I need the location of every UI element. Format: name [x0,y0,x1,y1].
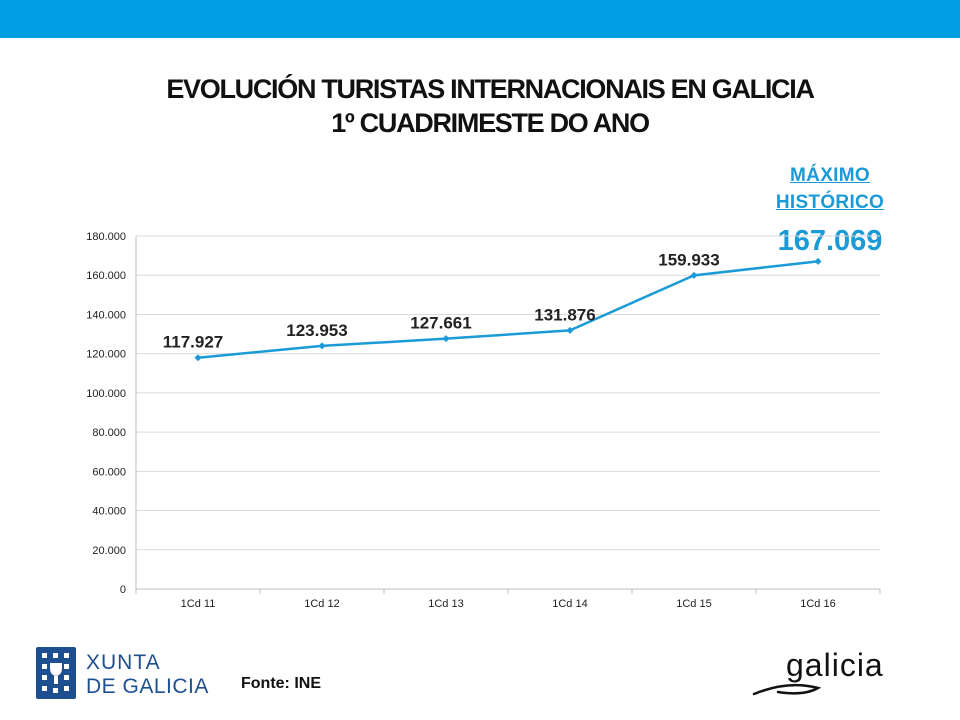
data-point [442,335,450,343]
y-tick-label: 100.000 [86,388,126,400]
data-point [194,354,202,362]
y-tick-label: 120.000 [86,349,126,361]
x-tick-label: 1Cd 11 [181,598,216,610]
y-tick-label: 180.000 [86,231,126,243]
y-tick-label: 0 [120,584,126,596]
y-tick-label: 160.000 [86,270,126,282]
data-label: 159.933 [658,250,719,269]
data-point [814,257,822,265]
xunta-de-galicia-logo: XUNTA DE GALICIA [36,647,209,699]
x-tick-label: 1Cd 13 [428,598,463,610]
xunta-logo-line-2: DE GALICIA [86,675,209,698]
y-tick-label: 20.000 [92,545,126,557]
y-tick-label: 80.000 [92,427,126,439]
data-label: 123.953 [286,321,347,340]
header-bar [0,0,960,38]
source-note: Fonte: INE [241,675,321,692]
data-label: 117.927 [163,333,224,352]
series-line [197,260,819,359]
data-point [566,326,574,334]
y-tick-label: 40.000 [92,506,126,518]
data-point [318,342,326,350]
page-title: EVOLUCIÓN TURISTAS INTERNACIONAIS EN GAL… [0,72,960,140]
max-historico-value: 167.069 [777,225,883,257]
galicia-logo-text: galicia [786,647,884,683]
xunta-logo-line-1: XUNTA [86,651,161,674]
max-label-line-2: HISTÓRICO [775,192,885,213]
x-tick-label: 1Cd 14 [552,598,587,610]
data-point [690,271,698,279]
data-label: 131.876 [534,305,595,324]
x-tick-label: 1Cd 15 [676,598,711,610]
title-line-1: EVOLUCIÓN TURISTAS INTERNACIONAIS EN GAL… [166,74,815,104]
y-tick-label: 60.000 [92,466,126,478]
title-line-2: 1º CUADRIMESTE DO ANO [331,108,650,138]
max-historico-label: MÁXIMO HISTÓRICO [750,162,910,216]
galicia-brand-logo: galicia [752,647,884,696]
y-tick-label: 140.000 [86,309,126,321]
max-label-line-1: MÁXIMO [790,165,870,186]
x-tick-label: 1Cd 16 [800,598,835,610]
x-tick-label: 1Cd 12 [304,598,339,610]
galicia-logo-swoosh [752,683,822,696]
data-label: 127.661 [410,314,471,333]
